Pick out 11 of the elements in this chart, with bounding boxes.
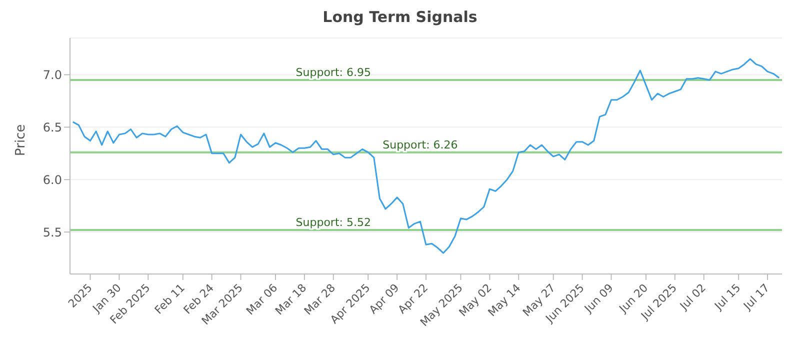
y-tick-label: 6.5	[42, 120, 62, 134]
ref-line-label: Support: 6.95	[296, 66, 371, 79]
y-tick-label: 7.0	[42, 68, 62, 82]
line-series	[72, 58, 780, 254]
ref-line-label: Support: 5.52	[296, 216, 371, 229]
y-axis-title: Price	[14, 124, 29, 156]
y-tick-label: 6.0	[42, 172, 62, 187]
x-tick-label: Jul 02	[676, 281, 708, 314]
ref-line-label: Support: 6.26	[382, 138, 458, 152]
chart-title: Long Term Signals	[322, 8, 478, 26]
y-tick-label: 5.5	[42, 225, 62, 240]
